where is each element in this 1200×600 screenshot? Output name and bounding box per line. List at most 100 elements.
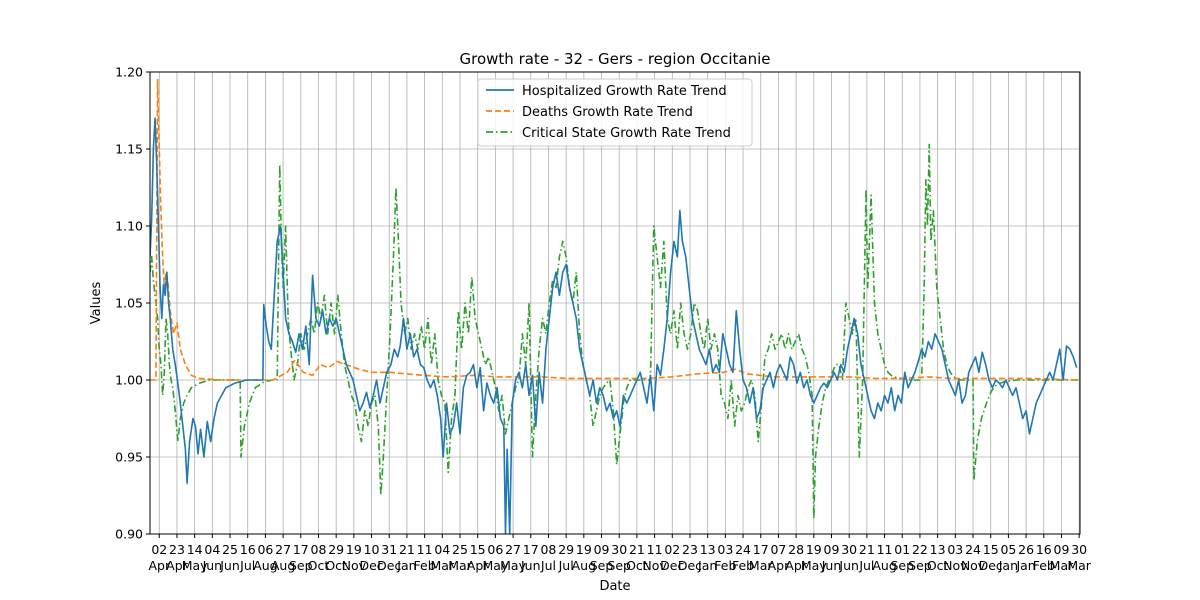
x-tick-label-month: Mar [431, 558, 455, 573]
x-tick-label-month: Aug [271, 558, 295, 573]
x-axis-label: Date [599, 579, 630, 594]
x-tick-label-day: 08 [311, 542, 327, 557]
x-tick-label-month: Jul [858, 558, 874, 573]
x-tick-label-day: 24 [735, 542, 751, 557]
x-tick-label-month: Apr [768, 558, 790, 573]
x-tick-label-month: May [500, 558, 526, 573]
x-tick-label-day: 21 [399, 542, 415, 557]
y-tick-label: 1.15 [115, 142, 143, 157]
x-tick-label-day: 30 [1071, 542, 1087, 557]
x-tick-label-month: Jan [998, 558, 1018, 573]
x-tick-label-month: Oct [308, 558, 330, 573]
x-tick-label-day: 02 [151, 542, 167, 557]
x-tick-label-month: Jul [558, 558, 574, 573]
x-tick-label-month: Jul [540, 558, 556, 573]
x-tick-label-day: 05 [1000, 542, 1016, 557]
x-tick-label-month: Dec [377, 558, 401, 573]
y-axis-label: Values [89, 282, 104, 325]
x-tick-label-month: Apr [148, 558, 170, 573]
x-tick-label-month: Jun [202, 558, 223, 573]
x-tick-label-month: Sep [890, 558, 914, 573]
x-tick-label-day: 01 [894, 542, 910, 557]
x-tick-label-month: Mar [1067, 558, 1091, 573]
x-tick-label-month: Apr [785, 558, 807, 573]
x-tick-label-month: Mar [1050, 558, 1074, 573]
x-tick-label-month: Mar [448, 558, 472, 573]
series-lines [150, 78, 1080, 534]
legend: Hospitalized Growth Rate Trend Deaths Gr… [477, 78, 753, 147]
x-tick-label-day: 11 [877, 542, 893, 557]
x-tick-label-day: 23 [169, 542, 185, 557]
x-tick-label-day: 09 [1054, 542, 1070, 557]
x-tick-label-month: Oct [626, 558, 648, 573]
x-tick-label-day: 02 [664, 542, 680, 557]
x-tick-label-month: Sep [607, 558, 631, 573]
x-tick-label-month: Aug [872, 558, 896, 573]
x-tick-label-day: 23 [682, 542, 698, 557]
x-tick-label-month: Jun [219, 558, 240, 573]
x-tick-label-month: Aug [572, 558, 596, 573]
legend-label-deaths: Deaths Growth Rate Trend [522, 105, 693, 120]
x-tick-label-day: 27 [505, 542, 521, 557]
x-tick-label-day: 28 [788, 542, 804, 557]
x-tick-label-day: 31 [381, 542, 397, 557]
x-tick-label-day: 06 [487, 542, 503, 557]
x-tick-label-month: Feb [732, 558, 754, 573]
x-tick-label-day: 16 [1036, 542, 1052, 557]
x-tick-label-day: 21 [859, 542, 875, 557]
x-tick-label-month: Feb [714, 558, 736, 573]
x-tick-label-month: Dec [678, 558, 702, 573]
x-axis: 02Apr23Apr14May04Jun25Jun16Jul06Aug27Aug… [148, 534, 1092, 573]
x-tick-label-day: 08 [540, 542, 556, 557]
y-tick-label: 0.95 [115, 450, 143, 465]
x-tick-label-day: 17 [293, 542, 309, 557]
x-tick-label-day: 15 [470, 542, 486, 557]
x-tick-label-day: 11 [647, 542, 663, 557]
y-tick-label: 1.20 [115, 65, 143, 80]
series-line-deaths [150, 78, 1080, 381]
x-tick-label-day: 29 [328, 542, 344, 557]
x-tick-label-day: 13 [930, 542, 946, 557]
y-tick-label: 1.05 [115, 296, 143, 311]
x-tick-label-month: Jul [239, 558, 255, 573]
x-tick-label-month: Feb [414, 558, 436, 573]
x-tick-label-month: Apr [467, 558, 489, 573]
x-tick-label-day: 30 [841, 542, 857, 557]
x-tick-label-month: May [801, 558, 827, 573]
x-tick-label-month: Nov [943, 558, 968, 573]
x-tick-label-day: 14 [187, 542, 203, 557]
x-tick-label-month: Jan [1015, 558, 1035, 573]
x-tick-label-day: 16 [240, 542, 256, 557]
x-tick-label-day: 26 [1018, 542, 1034, 557]
x-tick-label-month: Dec [660, 558, 684, 573]
x-tick-label-month: Nov [961, 558, 986, 573]
x-tick-label-month: May [482, 558, 508, 573]
x-tick-label-month: Apr [166, 558, 188, 573]
series-line-hospitalized [150, 117, 1078, 534]
x-tick-label-month: Aug [253, 558, 277, 573]
x-tick-label-day: 11 [417, 542, 433, 557]
x-tick-label-day: 29 [558, 542, 574, 557]
x-tick-label-day: 03 [947, 542, 963, 557]
x-tick-label-month: Oct [325, 558, 347, 573]
x-tick-label-month: Jun [520, 558, 541, 573]
x-tick-label-month: May [182, 558, 208, 573]
x-tick-label-day: 19 [576, 542, 592, 557]
chart-title: Growth rate - 32 - Gers - region Occitan… [460, 50, 771, 68]
x-tick-label-month: Nov [342, 558, 367, 573]
x-tick-label-day: 24 [965, 542, 981, 557]
x-tick-label-day: 10 [364, 542, 380, 557]
x-tick-label-day: 17 [753, 542, 769, 557]
legend-label-hospitalized: Hospitalized Growth Rate Trend [522, 84, 727, 99]
x-tick-label-month: Jun [838, 558, 859, 573]
x-tick-label-month: Sep [908, 558, 932, 573]
x-tick-label-day: 19 [346, 542, 362, 557]
x-tick-label-day: 13 [700, 542, 716, 557]
x-tick-label-day: 07 [770, 542, 786, 557]
x-tick-label-month: Sep [289, 558, 313, 573]
x-tick-label-day: 17 [523, 542, 539, 557]
x-tick-label-day: 15 [983, 542, 999, 557]
x-tick-label-month: Dec [979, 558, 1003, 573]
x-tick-label-day: 21 [629, 542, 645, 557]
